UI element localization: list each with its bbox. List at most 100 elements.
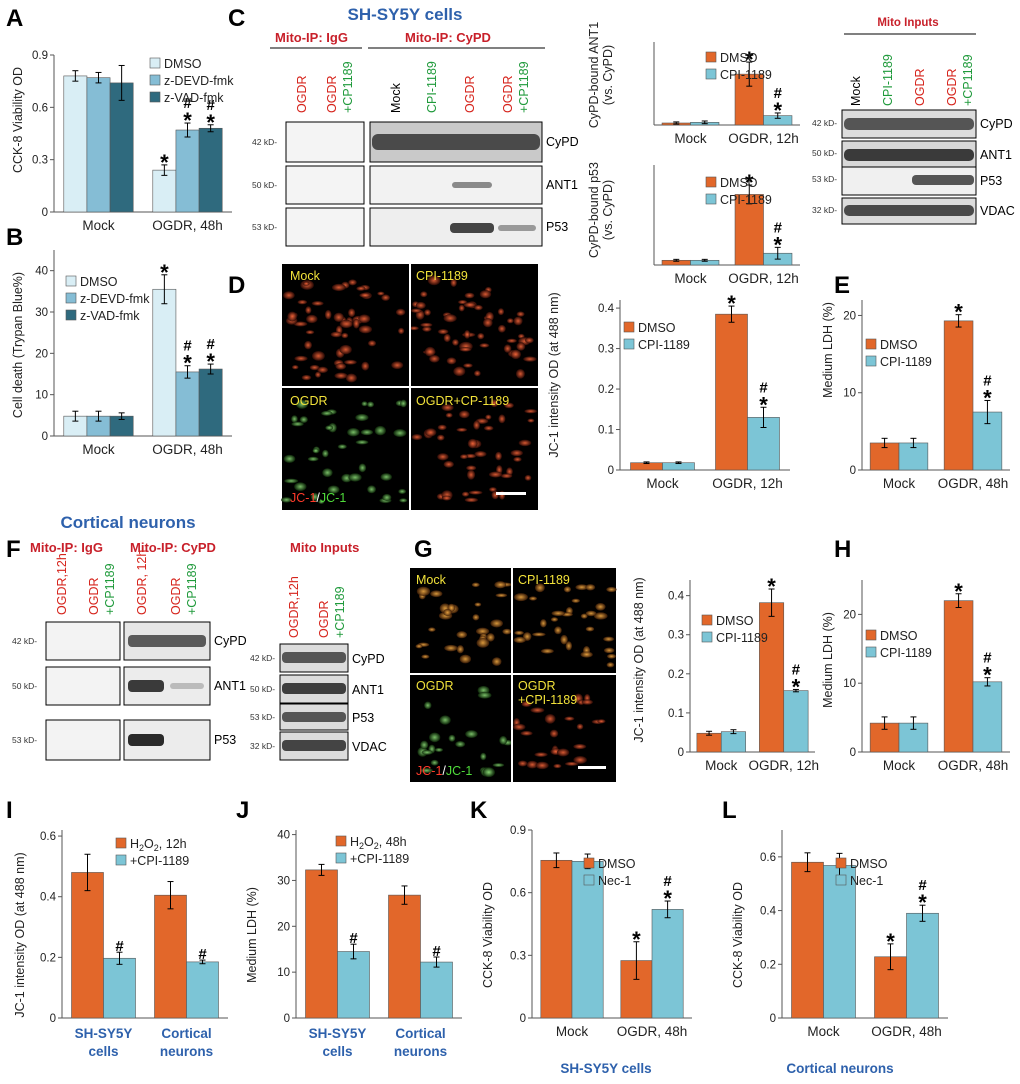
cell	[530, 707, 545, 714]
micro-d: Mock CPI-1189 OGDR OGDR+CP-1189 JC-1/JC-…	[280, 264, 538, 510]
cell	[283, 291, 295, 300]
cell	[437, 434, 445, 441]
bar-j	[305, 869, 338, 1019]
legend-swatch	[65, 292, 77, 304]
inputs-c: Mito Inputs	[877, 17, 938, 29]
significance-hash: #	[983, 372, 992, 389]
cell	[409, 326, 419, 331]
cell	[437, 329, 449, 335]
legend-swatch	[583, 874, 595, 886]
cell	[472, 614, 480, 621]
band-f-p53	[128, 734, 164, 746]
ylabel-j: Medium LDH (%)	[245, 887, 259, 983]
significance-star: *	[206, 349, 215, 374]
cell	[443, 333, 451, 343]
footer-k: SH-SY5Y cells	[560, 1061, 651, 1076]
y-tick-label: 0.2	[668, 669, 684, 681]
cell	[381, 294, 391, 301]
legend-swatch	[115, 854, 127, 866]
cell	[400, 399, 407, 408]
lane-f-in-1: OGDR,12h	[287, 576, 301, 638]
cell	[453, 366, 466, 377]
cell	[459, 347, 472, 352]
legend-swatch	[705, 51, 717, 63]
bar-k	[540, 859, 573, 1019]
cell	[356, 286, 366, 291]
cell	[397, 327, 405, 335]
ylabel-c1: CyPD-bound ANT1(vs. CyPD)	[587, 22, 615, 128]
x-category-label: OGDR, 12h	[712, 476, 783, 491]
micro-d-lbl-1: Mock	[290, 269, 321, 283]
y-tick-label: 0	[770, 1013, 776, 1025]
micro-d-lbl-4: OGDR+CP-1189	[416, 394, 509, 408]
ylabel-g: JC-1 intensity OD (at 488 nm)	[632, 577, 646, 742]
blot-c-igg-p53	[285, 207, 365, 247]
cell	[573, 743, 587, 750]
x-category-label: Mock	[807, 1024, 840, 1039]
cell	[585, 584, 596, 591]
legend-swatch	[835, 874, 847, 886]
lane-f-cypd-2: OGDR	[169, 578, 183, 616]
cell	[464, 497, 479, 503]
ip-igg-f: Mito-IP: IgG	[30, 540, 103, 555]
cell	[458, 300, 468, 305]
legend-swatch	[149, 74, 161, 86]
y-tick-label: 20	[35, 348, 48, 360]
cell	[603, 636, 615, 642]
band-label-f-in-1: CyPD	[352, 652, 385, 666]
legend-swatch	[865, 338, 877, 350]
stain-d-sep: /	[316, 491, 320, 505]
cell	[452, 339, 459, 346]
ylabel-l: CCK-8 Viability OD	[731, 882, 745, 988]
cell	[358, 463, 367, 473]
band-label-c-in-2: ANT1	[980, 148, 1012, 162]
cell	[459, 654, 472, 664]
band-label-f-in-4: VDAC	[352, 740, 387, 754]
legend-swatch	[149, 57, 161, 69]
band-f-cypd	[128, 635, 206, 647]
cell	[503, 344, 512, 353]
cell	[456, 631, 468, 639]
legend-label: Nec-1	[598, 874, 631, 888]
x-category-label: OGDR, 12h	[728, 131, 799, 146]
cell	[514, 630, 524, 636]
cell	[460, 454, 469, 460]
bar-a	[152, 169, 177, 213]
cell	[474, 304, 483, 311]
x-category-label: SH-SY5Y	[75, 1026, 133, 1041]
cell	[458, 410, 470, 419]
cell	[506, 338, 517, 343]
cell	[293, 321, 308, 327]
cell	[324, 309, 332, 320]
cell	[367, 485, 377, 494]
cell	[480, 752, 487, 761]
significance-hash: #	[983, 650, 992, 667]
cell	[476, 627, 490, 635]
cell	[463, 302, 476, 308]
band-c-p53b	[498, 225, 536, 231]
legend-label: z-VAD-fmk	[80, 309, 140, 323]
band-f-ant1b	[170, 683, 204, 689]
y-tick-label: 0.4	[668, 591, 685, 603]
legend-label: +CPI-1189	[130, 854, 189, 868]
cell	[606, 662, 615, 668]
bar-k	[651, 909, 684, 1019]
y-tick-label: 0	[608, 465, 614, 477]
cell	[422, 326, 432, 332]
cell	[516, 342, 526, 351]
bar-a	[175, 129, 200, 213]
band-label-c-in-1: CyPD	[980, 117, 1013, 131]
cell	[287, 311, 298, 322]
legend-label: DMSO	[716, 614, 754, 628]
band-label-c-3: P53	[546, 220, 568, 234]
panel-label-e: E	[834, 272, 850, 299]
lane-f-igg-1: OGDR,12h	[55, 553, 69, 615]
kd-f-in-4: 32 kD-	[250, 741, 275, 751]
cell	[443, 608, 452, 617]
x-category-label: Cortical	[161, 1026, 211, 1041]
micro-d-lbl-3: OGDR	[290, 394, 328, 408]
bar-l	[823, 865, 856, 1019]
y-tick-label: 30	[35, 307, 48, 319]
